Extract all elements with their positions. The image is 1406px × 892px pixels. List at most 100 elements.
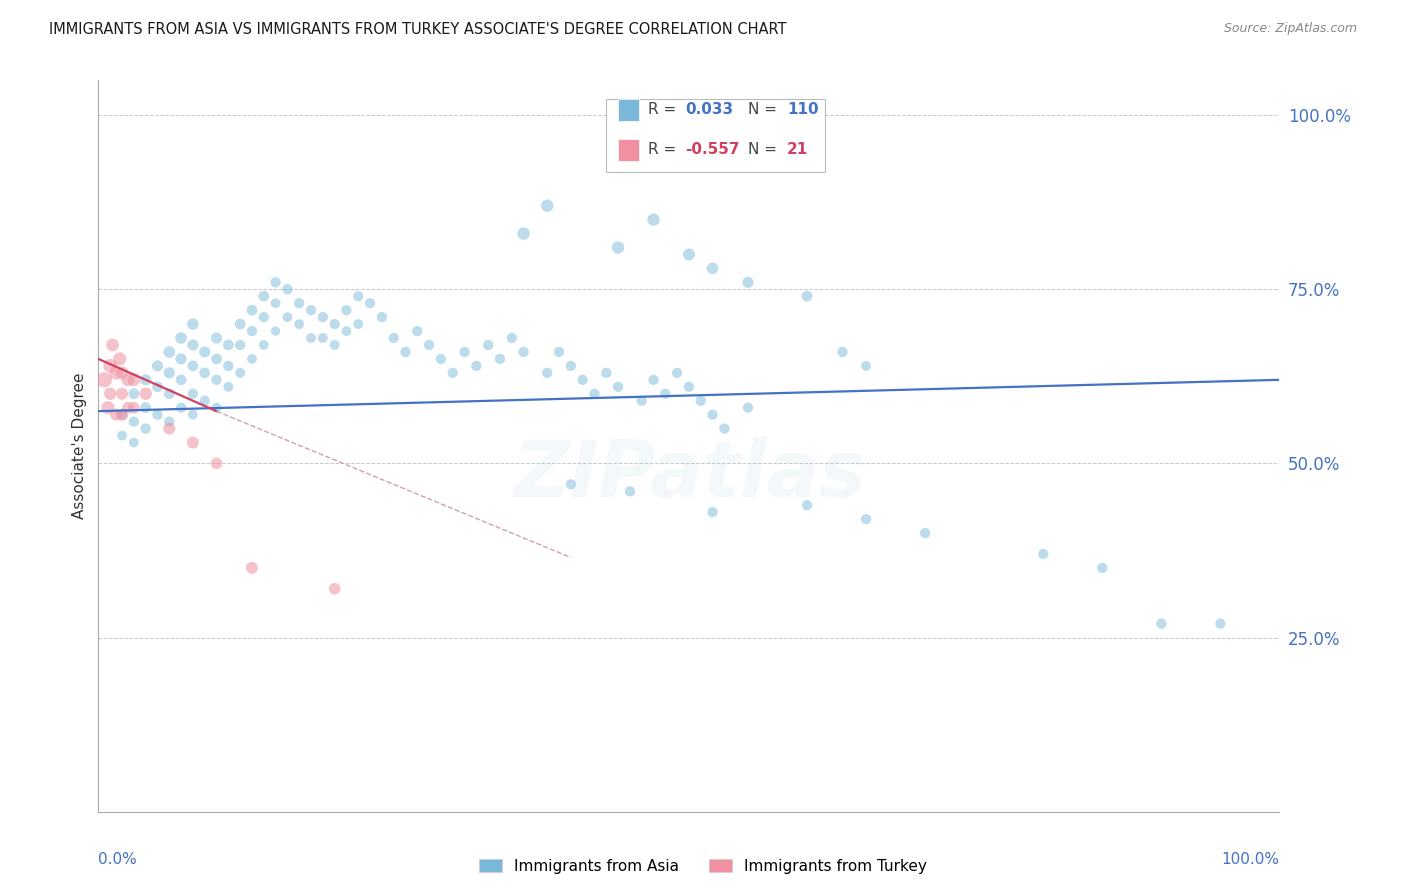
Point — [240, 351, 263, 366]
Point — [394, 345, 416, 359]
Point — [205, 351, 228, 366]
Point — [205, 373, 228, 387]
Point — [122, 435, 145, 450]
Point — [122, 415, 145, 429]
Point — [181, 338, 204, 352]
Point — [796, 498, 818, 512]
Point — [560, 477, 582, 491]
Point — [312, 310, 335, 325]
Point — [157, 386, 180, 401]
Point — [205, 457, 228, 471]
Point — [512, 227, 534, 241]
Point — [111, 408, 134, 422]
Point — [111, 408, 134, 422]
Point — [98, 386, 121, 401]
Point — [371, 310, 394, 325]
Text: ZIPatlas: ZIPatlas — [513, 437, 865, 513]
Point — [181, 386, 204, 401]
Point — [146, 380, 169, 394]
Point — [359, 296, 381, 310]
Point — [135, 373, 157, 387]
Point — [170, 331, 193, 345]
Point — [654, 386, 676, 401]
Point — [737, 275, 759, 289]
Text: N =: N = — [748, 102, 778, 117]
Point — [105, 408, 128, 422]
Point — [501, 331, 523, 345]
Point — [240, 561, 263, 575]
Point — [406, 324, 429, 338]
Point — [619, 484, 641, 499]
Point — [323, 317, 346, 331]
Point — [1032, 547, 1054, 561]
Point — [914, 526, 936, 541]
Point — [170, 351, 193, 366]
Text: IMMIGRANTS FROM ASIA VS IMMIGRANTS FROM TURKEY ASSOCIATE'S DEGREE CORRELATION CH: IMMIGRANTS FROM ASIA VS IMMIGRANTS FROM … — [49, 22, 787, 37]
Point — [229, 338, 252, 352]
Point — [122, 373, 145, 387]
Point — [583, 386, 606, 401]
Point — [170, 401, 193, 415]
Point — [194, 345, 217, 359]
Point — [477, 338, 499, 352]
Point — [157, 421, 180, 435]
Point — [1091, 561, 1114, 575]
Point — [108, 351, 131, 366]
Point — [1209, 616, 1232, 631]
Text: R =: R = — [648, 142, 676, 157]
Point — [702, 505, 724, 519]
Point — [240, 324, 263, 338]
Point — [607, 240, 630, 254]
Point — [181, 317, 204, 331]
Point — [229, 317, 252, 331]
Point — [181, 359, 204, 373]
Point — [702, 261, 724, 276]
Point — [418, 338, 440, 352]
Point — [855, 359, 877, 373]
Point — [157, 415, 180, 429]
Point — [146, 359, 169, 373]
Point — [548, 345, 571, 359]
Point — [831, 345, 853, 359]
Point — [855, 512, 877, 526]
Point — [97, 401, 120, 415]
Point — [194, 366, 217, 380]
Point — [111, 386, 134, 401]
Text: 0.033: 0.033 — [685, 102, 734, 117]
Legend: Immigrants from Asia, Immigrants from Turkey: Immigrants from Asia, Immigrants from Tu… — [472, 853, 934, 880]
Point — [607, 380, 630, 394]
Point — [630, 393, 652, 408]
Point — [441, 366, 464, 380]
Point — [689, 393, 711, 408]
Point — [135, 421, 157, 435]
Point — [253, 289, 276, 303]
Point — [264, 296, 287, 310]
Point — [98, 359, 121, 373]
Point — [489, 351, 512, 366]
Text: Source: ZipAtlas.com: Source: ZipAtlas.com — [1223, 22, 1357, 36]
Point — [713, 421, 735, 435]
Point — [512, 345, 534, 359]
Point — [117, 401, 139, 415]
Point — [571, 373, 593, 387]
Point — [288, 296, 311, 310]
Point — [536, 366, 558, 380]
Point — [181, 435, 204, 450]
Point — [299, 303, 322, 318]
Point — [299, 331, 322, 345]
Point — [194, 393, 217, 408]
Point — [312, 331, 335, 345]
Point — [666, 366, 689, 380]
Point — [382, 331, 405, 345]
Point — [323, 582, 346, 596]
Point — [122, 386, 145, 401]
Point — [536, 199, 558, 213]
Point — [465, 359, 488, 373]
Point — [347, 289, 370, 303]
Point — [430, 351, 453, 366]
Text: 100.0%: 100.0% — [1222, 852, 1279, 867]
Point — [643, 373, 665, 387]
Point — [323, 338, 346, 352]
Text: 0.0%: 0.0% — [98, 852, 138, 867]
Point — [217, 359, 239, 373]
